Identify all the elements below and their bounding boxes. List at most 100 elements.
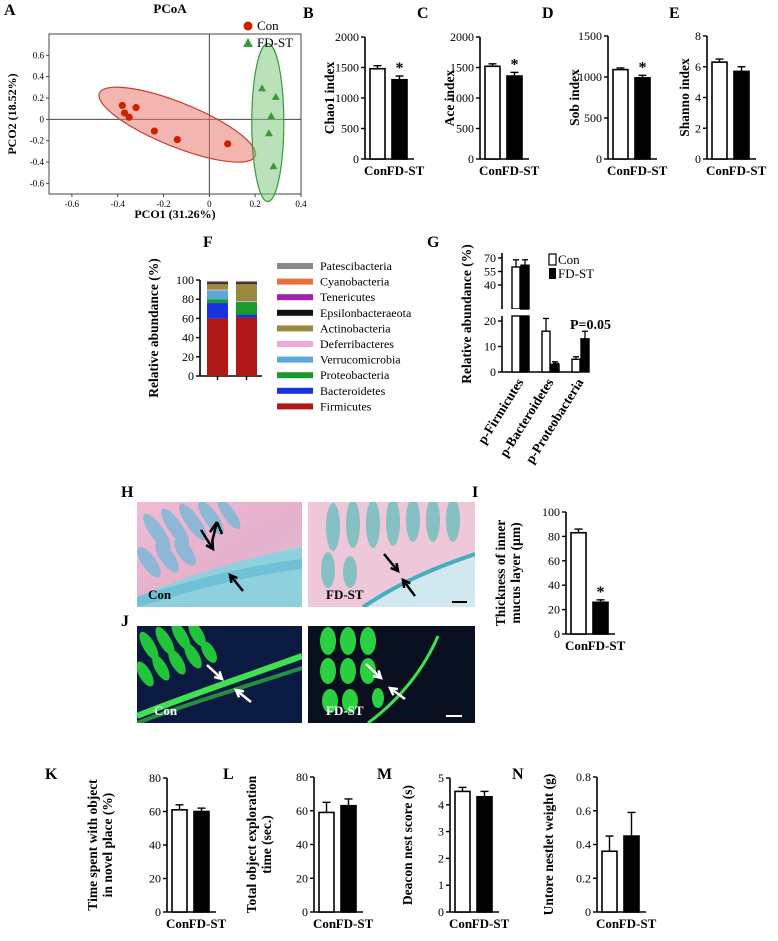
chart-f-legend-label: Proteobacteria (320, 368, 390, 382)
chart-a-x-axis-title: PCO1 (31.26%) (134, 207, 215, 221)
panel-letter-f: F (203, 234, 213, 251)
chart-a-point-fdst (258, 84, 267, 92)
chart-f-bar-segment-actinobacteria (207, 283, 228, 290)
chart-b-ytick-label: 500 (341, 122, 359, 136)
chart-a-point-con (132, 104, 140, 112)
chart-d-significance: * (639, 59, 647, 76)
chart-a-xtick-label: -0.2 (156, 199, 170, 209)
chart-e-ytick-label: 6 (695, 60, 701, 74)
chart-m-bar-fdst (476, 795, 493, 913)
panel-letter-i: I (472, 484, 478, 501)
chart-n-bar-con (601, 850, 618, 913)
chart-f-legend-swatch (277, 294, 313, 301)
chart-a-xtick-label: 0 (207, 199, 212, 209)
chart-a-point-con (121, 109, 129, 117)
chart-g-bar-con-upper (511, 266, 521, 310)
chart-e-bar-con (711, 61, 728, 160)
chart-d-ytick-label: 1500 (578, 29, 602, 43)
chart-k-category-label: FD-ST (189, 916, 227, 931)
chart-a-point-fdst (271, 92, 280, 100)
chart-a-xtick-label: -0.6 (65, 199, 80, 209)
chart-m-ytick-label: 5 (438, 771, 444, 785)
chart-i-ytick-label: 20 (548, 603, 560, 617)
chart-b-ytick-label: 1500 (335, 61, 359, 75)
chart-m-category-label: FD-ST (472, 916, 510, 931)
chart-f-legend-swatch (277, 278, 313, 285)
chart-a-point-con (224, 140, 232, 148)
chart-g-bar-fdst (580, 338, 590, 373)
chart-g-y-axis-title: Relative abundance (%) (459, 244, 474, 384)
chart-n-y-axis-title: Untore nestlet weight (g) (541, 774, 556, 916)
chart-a-legend-marker-fdst (243, 38, 253, 47)
panel-letter-a: A (4, 2, 16, 19)
chart-a-legend-con: Con (257, 18, 279, 33)
chart-g-legend-con: Con (558, 252, 580, 267)
chart-l-ytick-label: 60 (296, 804, 308, 818)
chart-e-category-label: Con (706, 163, 730, 178)
panel-letter-n: N (512, 766, 524, 783)
chart-d-category-label: Con (607, 163, 631, 178)
chart-g-ytick-label: 10 (484, 340, 496, 354)
micrograph-h-fdst (308, 502, 475, 607)
chart-g-bar-fdst-lower (520, 315, 530, 373)
chart-f-legend-label: Firmicutes (320, 399, 372, 413)
chart-f-ytick-label: 40 (182, 331, 194, 345)
chart-a-ytick-label: 0.4 (33, 72, 45, 82)
chart-l-ytick-label: 20 (296, 871, 308, 885)
chart-g-p-value: P=0.05 (570, 318, 611, 333)
chart-f-bar-segment-verrucomicrobia (207, 290, 228, 300)
chart-c-bar-con (484, 65, 501, 160)
chart-a-ytick-label: 0.2 (33, 93, 44, 103)
chart-m-ytick-label: 1 (438, 878, 444, 892)
chart-f-legend-label: Deferribacteres (320, 337, 394, 351)
chart-f-legend-label: Patescibacteria (320, 259, 393, 273)
chart-i-category-label: FD-ST (588, 638, 626, 653)
chart-a-point-con (125, 113, 133, 121)
chart-k-ytick-label: 20 (149, 872, 161, 886)
chart-d-ytick-label: 1000 (578, 70, 602, 84)
chart-i-ytick-label: 0 (554, 627, 560, 641)
chart-d-bar-con (612, 68, 629, 160)
chart-l-ytick-label: 80 (296, 770, 308, 784)
chart-m-ytick-label: 2 (438, 851, 444, 865)
chart-n-ytick-label: 0.4 (576, 838, 591, 852)
chart-g-legend-swatch-con (548, 253, 557, 266)
chart-l-y-axis-title: time (sec.) (259, 815, 274, 873)
chart-a-xtick-label: 0.4 (295, 199, 307, 209)
chart-f-bar-segment-deferribacteres (207, 289, 228, 291)
chart-f-legend-swatch (277, 387, 313, 394)
chart-f-legend-swatch (277, 403, 313, 410)
chart-a-ytick-label: -0.4 (30, 157, 45, 167)
chart-g-ytick-label: 20 (484, 314, 496, 328)
chart-f-bar-segment-actinobacteria (236, 283, 257, 302)
chart-a-ytick-label: -0.6 (30, 178, 45, 188)
chart-a-xtick-label: -0.4 (111, 199, 126, 209)
chart-a-y-axis-title: PCO2 (18.52%) (5, 73, 19, 154)
chart-e-y-axis-title: Shanno index (677, 58, 692, 137)
chart-b-ytick-label: 2000 (335, 30, 359, 44)
chart-k-y-axis-title: in novel place (%) (100, 793, 115, 898)
chart-f-legend-swatch (277, 325, 313, 332)
chart-f-ytick-label: 100 (176, 273, 194, 287)
micrograph-j-fdst-label: FD-ST (326, 703, 364, 718)
chart-n-category-label: Con (596, 916, 620, 931)
chart-f-bar-segment-firmicutes (236, 317, 257, 376)
chart-f-legend-label: Actinobacteria (320, 321, 391, 335)
micrograph-h-fdst-label: FD-ST (326, 587, 364, 602)
chart-f-bar-segment-proteobacteria (207, 299, 228, 304)
chart-b-y-axis-title: Chao1 index (322, 62, 337, 135)
chart-b-ytick-label: 1000 (335, 91, 359, 105)
panel-letter-e: E (669, 5, 680, 22)
chart-f-ytick-label: 80 (182, 292, 194, 306)
chart-a-ytick-label: 0 (40, 114, 45, 124)
chart-f-legend-swatch (277, 309, 313, 316)
chart-a-legend-marker-con (243, 21, 253, 31)
chart-f-ytick-label: 0 (188, 369, 194, 383)
chart-i-ytick-label: 60 (548, 554, 560, 568)
panel-letter-d: D (542, 5, 554, 22)
chart-g-legend-swatch-fdst (549, 268, 556, 279)
chart-f-y-axis-title: Relative abundance (%) (146, 258, 161, 398)
chart-d-y-axis-title: Sob index (567, 69, 582, 126)
chart-e-ytick-label: 8 (695, 29, 701, 43)
